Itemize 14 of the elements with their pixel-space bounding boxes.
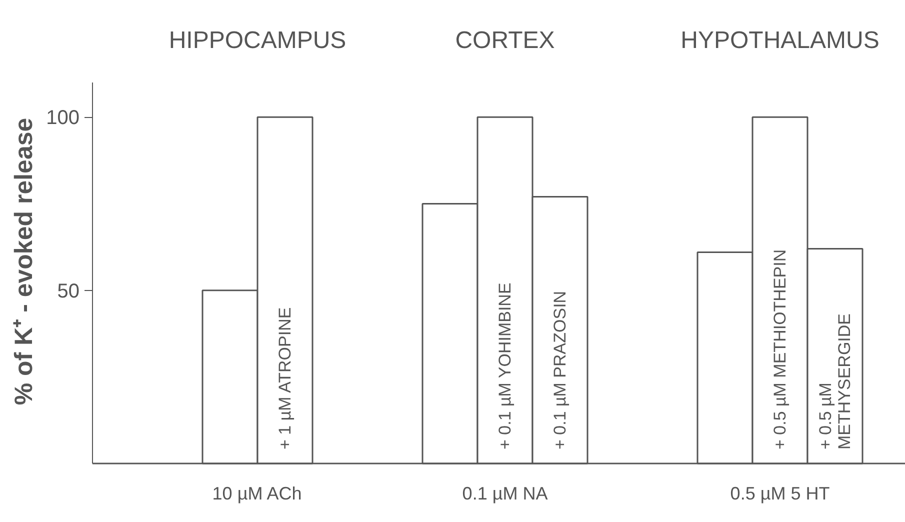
text: HYPOTHALAMUS <box>680 27 880 54</box>
y-axis-title: % of K⁺ - evoked release <box>10 118 38 406</box>
x-tick-label: + 0.5 µM METHYSERGIDE <box>816 313 854 450</box>
x-tick-label: + 1 µM ATROPINE <box>276 307 294 450</box>
text: CORTEX <box>455 27 555 54</box>
x-tick-label: + 0.1 µM YOHIMBINE <box>496 282 514 450</box>
text: 0.1 µM NA <box>462 484 548 504</box>
y-tick-label: 50 <box>57 280 80 302</box>
x-tick-label: + 0.5 µM METHIOTHEPIN <box>770 249 790 450</box>
text: HIPPOCAMPUS <box>168 27 346 54</box>
x-tick-label: + 0.1 µM PRAZOSIN <box>550 290 570 450</box>
text: 0.5 µM 5 HT <box>730 484 830 504</box>
y-tick-label: 100 <box>46 107 80 130</box>
text: 10 µM ACh <box>212 484 302 504</box>
